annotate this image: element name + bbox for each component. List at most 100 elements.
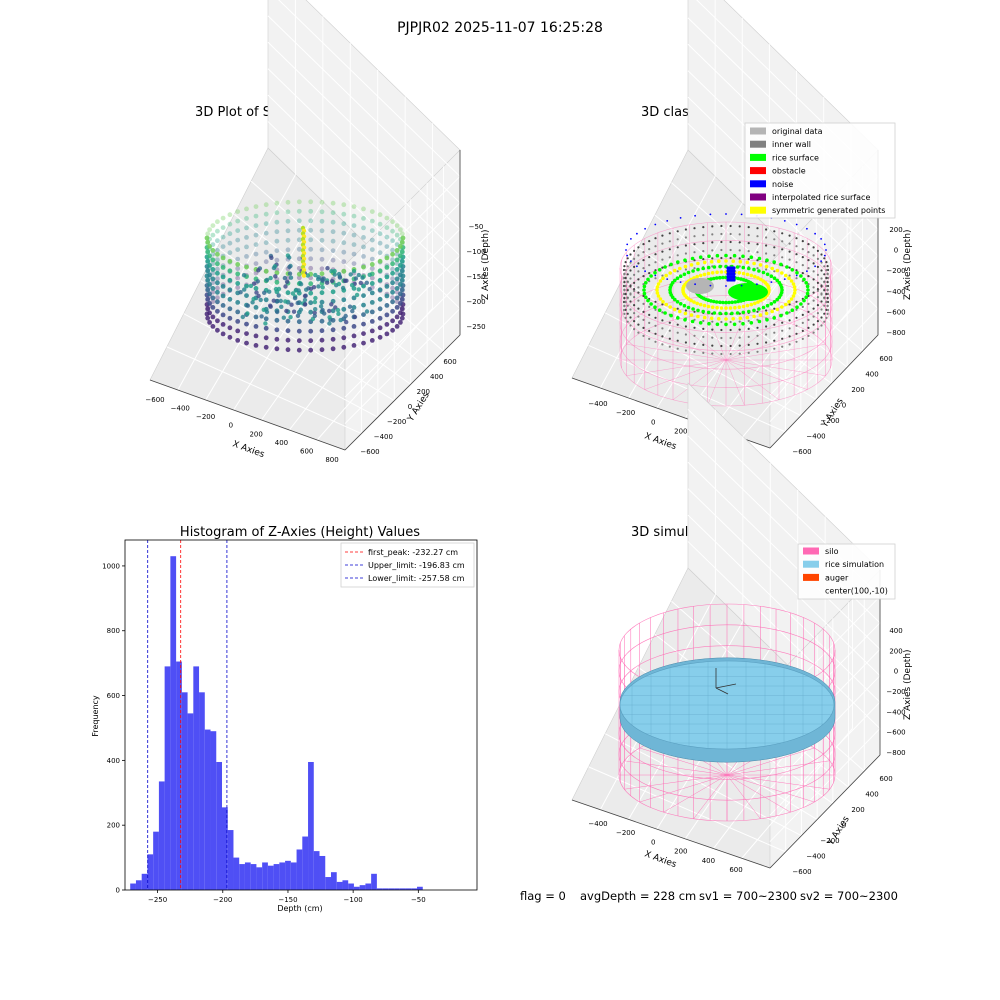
raw-data-point [285, 237, 291, 243]
classify-y-tick: −400 [806, 433, 825, 441]
classify-point [623, 312, 626, 315]
status-avg-depth: avgDepth = 228 cm [580, 889, 696, 903]
classify-point [642, 291, 647, 296]
classify-point [801, 337, 804, 340]
raw-data-point [285, 347, 291, 353]
simulation-z-tick: 400 [889, 627, 902, 635]
simulation-grid-line [687, 541, 881, 729]
raw-data-point [293, 288, 298, 293]
classify-point [698, 321, 703, 325]
raw-data-point [205, 315, 211, 321]
simulation-grid-line [687, 488, 881, 677]
raw-data-point [400, 235, 406, 241]
classify-point [642, 318, 645, 321]
classify-point [693, 235, 696, 238]
classify-point [654, 237, 657, 240]
raw-data-point [285, 199, 291, 205]
classify-noise-point [732, 275, 736, 279]
classify-point [738, 352, 741, 355]
raw-data-point [220, 293, 226, 299]
classify-point [816, 273, 820, 276]
classify-point [761, 270, 766, 275]
classify-noise-point [823, 254, 826, 257]
classify-point [720, 240, 723, 244]
classify-point [648, 240, 651, 243]
raw-data-point [285, 328, 291, 334]
classify-point [668, 240, 671, 243]
raw-data-point [292, 295, 298, 301]
classify-point [825, 301, 828, 304]
classify-point [684, 244, 688, 247]
raw-data-point [343, 313, 348, 319]
classify-point [696, 261, 700, 266]
classify-silo-wire-spoke [672, 319, 727, 361]
raw-data-point [269, 255, 274, 260]
classify-silo-wire-spoke [644, 330, 727, 361]
classify-point [661, 343, 664, 346]
classify-point [648, 248, 651, 251]
raw-data-point [327, 308, 332, 314]
classify-x-tick: 200 [674, 428, 687, 436]
classify-point [802, 277, 806, 282]
raw-data-point [351, 223, 357, 229]
classify-x-tick: 0 [651, 418, 655, 426]
classify-legend-swatch [750, 167, 766, 175]
classify-point [661, 250, 664, 253]
classify-point [795, 245, 798, 248]
classify-noise-point [783, 278, 786, 280]
raw-data-point [263, 297, 269, 303]
raw-grid-line [316, 307, 433, 441]
classify-noise-point [625, 249, 627, 251]
raw-data-point [253, 324, 259, 329]
classify-point [648, 321, 651, 324]
simulation-y-tick: 600 [879, 775, 892, 783]
classify-point [788, 335, 791, 338]
raw-data-point [351, 261, 357, 266]
histogram-bar [244, 862, 251, 890]
classify-y-axis-line [769, 334, 879, 449]
classify-point [622, 292, 626, 296]
raw-data-point [274, 200, 280, 206]
classify-point [741, 271, 746, 276]
raw-data-point [364, 309, 370, 314]
raw-data-point [253, 213, 259, 219]
classify-noise-point [626, 243, 629, 246]
simulation-silo-wire-spoke [726, 774, 815, 803]
raw-data-point [390, 327, 395, 333]
raw-data-point [274, 248, 280, 254]
raw-data-point [248, 283, 254, 289]
classify-point [648, 264, 651, 267]
classify-point [729, 320, 732, 324]
classify-point [733, 305, 737, 310]
panel-raw-3d: 3D Plot of Silo Interior(row data) −600−… [145, 0, 491, 464]
raw-grid-line [267, 121, 461, 309]
raw-data-point [384, 284, 390, 289]
classify-point [684, 236, 688, 239]
classify-point [779, 313, 783, 318]
raw-data-point [319, 228, 325, 234]
raw-x-tick: −600 [145, 396, 164, 404]
simulation-legend-swatch [803, 560, 819, 568]
raw-data-point [301, 273, 307, 278]
histogram-bar [210, 731, 217, 890]
raw-data-point [341, 335, 347, 341]
raw-data-point [398, 253, 403, 259]
classify-point [747, 242, 750, 245]
classify-legend-label: obstacle [772, 167, 806, 176]
raw-data-point [384, 265, 390, 270]
classify-point [788, 258, 791, 261]
classify-point [655, 291, 660, 295]
classify-point [816, 265, 820, 268]
classify-point [765, 236, 768, 239]
classify-point [738, 249, 741, 252]
classify-point [626, 265, 629, 268]
classify-point [623, 273, 626, 276]
raw-data-point [399, 258, 405, 264]
classify-y-tick: −600 [792, 448, 811, 456]
histogram-x-tick-label: −200 [213, 896, 232, 904]
raw-data-point [308, 309, 314, 315]
classify-point [712, 276, 716, 281]
raw-data-point [285, 337, 291, 343]
raw-data-point [244, 225, 249, 231]
raw-data-point [274, 336, 280, 342]
